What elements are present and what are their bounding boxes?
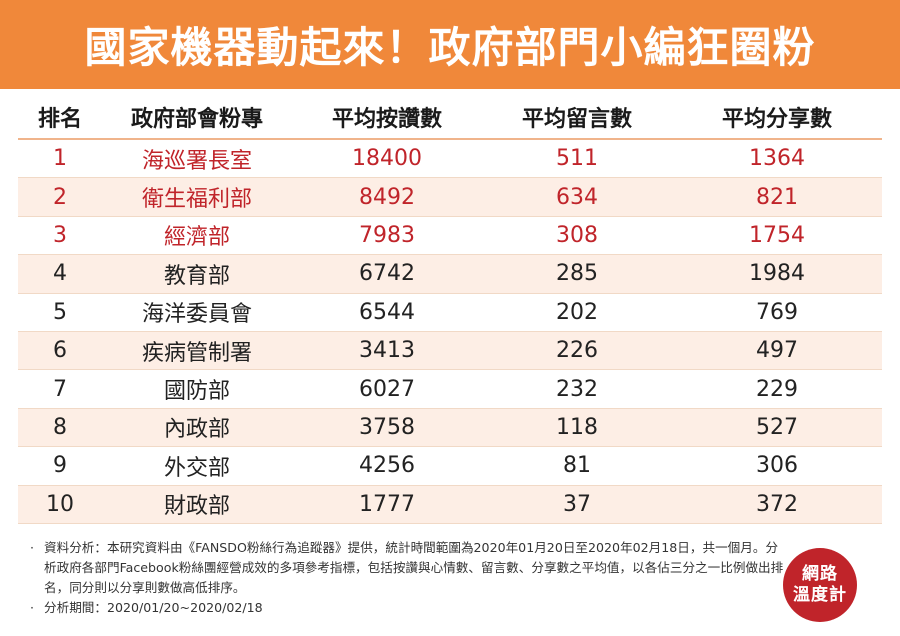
page-name-cell: 教育部 [163, 263, 230, 289]
header-page-name: 政府部會粉專 [130, 107, 263, 132]
rank-cell: 6 [53, 338, 67, 364]
comments-cell: 81 [563, 453, 591, 479]
shares-cell: 769 [756, 299, 798, 325]
likes-cell: 3413 [359, 338, 415, 364]
page-title: 國家機器動起來！政府部門小編狂圈粉 [84, 23, 816, 72]
page-name-cell: 內政部 [163, 417, 230, 443]
page-name-cell: 國防部 [163, 379, 230, 405]
table-row: 3 經濟部 7983 308 1754 [18, 217, 882, 256]
likes-cell: 6027 [359, 376, 415, 402]
table-row: 7 國防部 6027 232 229 [18, 370, 882, 409]
bullet: · [30, 600, 35, 615]
header-avg-comments: 平均留言數 [521, 107, 632, 132]
shares-cell: 1984 [749, 261, 805, 287]
analysis-note: · 資料分析：本研究資料由《FANSDO粉絲行為追蹤器》提供，統計時間範圍為20… [30, 538, 790, 598]
rank-cell: 4 [53, 261, 67, 287]
shares-cell: 821 [756, 184, 798, 210]
rank-cell: 7 [53, 376, 67, 402]
header-avg-likes: 平均按讚數 [331, 107, 442, 132]
page-name-cell: 疾病管制署 [141, 340, 252, 366]
likes-cell: 8492 [359, 184, 415, 210]
page-name-cell: 財政部 [163, 494, 230, 520]
footnotes: · 資料分析：本研究資料由《FANSDO粉絲行為追蹤器》提供，統計時間範圍為20… [30, 538, 790, 618]
page-name-cell: 衛生福利部 [141, 187, 252, 213]
shares-cell: 306 [756, 453, 798, 479]
likes-cell: 6544 [359, 299, 415, 325]
shares-cell: 1754 [749, 222, 805, 248]
ranking-table: 排名 政府部會粉專 平均按讚數 平均留言數 平均分享數 1 海巡署長室 1840… [18, 96, 882, 524]
bullet: · [30, 540, 35, 555]
table-header-row: 排名 政府部會粉專 平均按讚數 平均留言數 平均分享數 [18, 96, 882, 140]
table-row: 9 外交部 4256 81 306 [18, 447, 882, 486]
shares-cell: 229 [756, 376, 798, 402]
comments-cell: 118 [556, 414, 598, 440]
comments-cell: 202 [556, 299, 598, 325]
likes-cell: 6742 [359, 261, 415, 287]
page-name-cell: 海巡署長室 [141, 148, 252, 174]
shares-cell: 372 [756, 491, 798, 517]
shares-cell: 1364 [749, 146, 805, 172]
likes-cell: 3758 [359, 414, 415, 440]
shares-cell: 527 [756, 414, 798, 440]
rank-cell: 1 [53, 146, 67, 172]
table-row: 2 衛生福利部 8492 634 821 [18, 178, 882, 217]
rank-cell: 10 [46, 491, 74, 517]
table-row: 10 財政部 1777 37 372 [18, 485, 882, 524]
comments-cell: 511 [556, 146, 598, 172]
analysis-text: 資料分析：本研究資料由《FANSDO粉絲行為追蹤器》提供，統計時間範圍為2020… [44, 540, 784, 595]
rank-cell: 3 [53, 222, 67, 248]
rank-cell: 5 [53, 299, 67, 325]
table-row: 6 疾病管制署 3413 226 497 [18, 331, 882, 371]
comments-cell: 226 [556, 338, 598, 364]
likes-cell: 4256 [359, 453, 415, 479]
table-row: 4 教育部 6742 285 1984 [18, 255, 882, 294]
period-note: · 分析期間：2020/01/20~2020/02/18 [30, 598, 790, 618]
table-row: 1 海巡署長室 18400 511 1364 [18, 140, 882, 179]
logo-line-1: 網路 [802, 564, 838, 584]
likes-cell: 1777 [359, 491, 415, 517]
rank-cell: 2 [53, 184, 67, 210]
page-name-cell: 外交部 [163, 455, 230, 481]
shares-cell: 497 [756, 338, 798, 364]
page-name-cell: 經濟部 [163, 225, 230, 251]
title-banner: 國家機器動起來！政府部門小編狂圈粉 [0, 0, 900, 89]
logo-line-2: 溫度計 [793, 585, 847, 605]
comments-cell: 37 [563, 491, 591, 517]
period-text: 分析期間：2020/01/20~2020/02/18 [44, 600, 263, 615]
comments-cell: 232 [556, 376, 598, 402]
page-name-cell: 海洋委員會 [141, 302, 252, 328]
table-row: 8 內政部 3758 118 527 [18, 408, 882, 448]
comments-cell: 634 [556, 184, 598, 210]
likes-cell: 18400 [352, 146, 422, 172]
header-avg-shares: 平均分享數 [721, 107, 832, 132]
comments-cell: 285 [556, 261, 598, 287]
rank-cell: 8 [53, 414, 67, 440]
table-row: 5 海洋委員會 6544 202 769 [18, 294, 882, 332]
brand-logo: 網路 溫度計 [783, 548, 857, 622]
rank-cell: 9 [53, 453, 67, 479]
header-rank: 排名 [37, 107, 82, 132]
comments-cell: 308 [556, 222, 598, 248]
likes-cell: 7983 [359, 222, 415, 248]
